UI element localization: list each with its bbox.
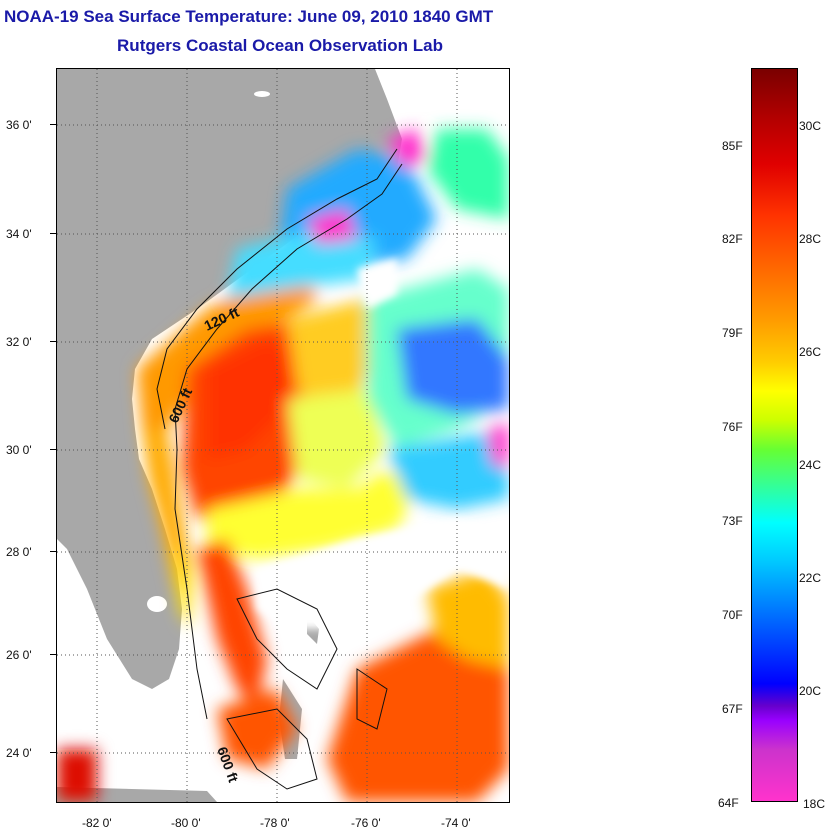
colorbar-c-label: 20C bbox=[799, 684, 822, 698]
map-subtitle: Rutgers Coastal Ocean Observation Lab bbox=[117, 36, 443, 55]
colorbar-c-label: 30C bbox=[799, 119, 822, 133]
axis-tick bbox=[50, 449, 56, 450]
sst-map-canvas: 120 ft 600 ft 600 ft bbox=[57, 69, 509, 802]
colorbar-f-label: 64F bbox=[718, 796, 739, 810]
graticule bbox=[57, 69, 509, 802]
lat-label: 32 0' bbox=[6, 335, 32, 349]
lake bbox=[254, 91, 270, 97]
cloud-gaps bbox=[257, 259, 509, 629]
lon-label: -74 0' bbox=[441, 816, 471, 830]
map-title: NOAA-19 Sea Surface Temperature: June 09… bbox=[4, 7, 494, 26]
lat-label: 36 0' bbox=[6, 118, 32, 132]
colorbar-f-label: 76F bbox=[722, 420, 743, 434]
lake bbox=[147, 596, 167, 612]
depth-contours bbox=[156, 148, 403, 790]
colorbar-c-label: 18C bbox=[803, 797, 826, 811]
lon-label: -76 0' bbox=[351, 816, 381, 830]
axis-tick bbox=[50, 341, 56, 342]
lat-label: 30 0' bbox=[6, 443, 32, 457]
lon-label: -78 0' bbox=[260, 816, 290, 830]
colorbar-f-label: 70F bbox=[722, 608, 743, 622]
colorbar-f-label: 79F bbox=[722, 326, 743, 340]
colorbar-c-label: 24C bbox=[799, 458, 822, 472]
colorbar-f-label: 67F bbox=[722, 702, 743, 716]
colorbar-f-label: 85F bbox=[722, 139, 743, 153]
lat-label: 34 0' bbox=[6, 227, 32, 241]
lat-label: 28 0' bbox=[6, 545, 32, 559]
temperature-colorbar bbox=[751, 68, 798, 802]
axis-tick bbox=[50, 551, 56, 552]
colorbar-c-label: 26C bbox=[799, 345, 822, 359]
colorbar-c-label: 22C bbox=[799, 571, 822, 585]
axis-tick bbox=[50, 654, 56, 655]
lon-label: -82 0' bbox=[82, 816, 112, 830]
colorbar-f-label: 82F bbox=[722, 232, 743, 246]
sst-map: 120 ft 600 ft 600 ft bbox=[56, 68, 510, 803]
axis-tick bbox=[50, 233, 56, 234]
axis-tick bbox=[50, 752, 56, 753]
land-mass bbox=[57, 69, 402, 689]
axis-tick bbox=[50, 124, 56, 125]
colorbar-f-label: 73F bbox=[722, 514, 743, 528]
colorbar-c-label: 28C bbox=[799, 232, 822, 246]
lat-label: 26 0' bbox=[6, 648, 32, 662]
lon-label: -80 0' bbox=[171, 816, 201, 830]
lat-label: 24 0' bbox=[6, 746, 32, 760]
